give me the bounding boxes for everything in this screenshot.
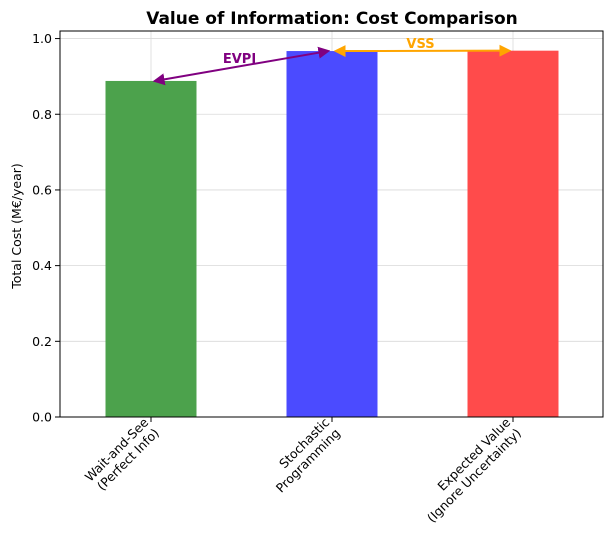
- x-tick-label: (Ignore Uncertainty): [424, 425, 524, 525]
- y-axis-label: Total Cost (M€/year): [9, 163, 24, 290]
- y-tick-label: 1.0: [32, 31, 52, 46]
- vss-label: VSS: [406, 37, 434, 52]
- bars: [105, 50, 559, 418]
- y-tick-label: 0.8: [32, 107, 52, 122]
- y-tick-label: 0.4: [32, 258, 52, 273]
- x-tick-label-group: Wait-and-See(Perfect Info): [82, 415, 162, 494]
- bar-3: [467, 50, 559, 417]
- evpi-label: EVPI: [223, 52, 256, 67]
- bar-1: [105, 80, 197, 417]
- y-tick-label: 0.6: [32, 182, 52, 197]
- y-tick-label: 0.0: [32, 410, 52, 425]
- evpi-arrow: [152, 46, 331, 86]
- x-axis-ticks: Wait-and-See(Perfect Info) StochasticProg…: [82, 415, 524, 526]
- chart-title: Value of Information: Cost Comparison: [146, 9, 518, 29]
- x-tick-label-group: Expected Value(Ignore Uncertainty): [424, 415, 524, 526]
- y-tick-label: 0.2: [32, 334, 52, 349]
- y-axis-ticks: 0.0 0.2 0.4 0.6 0.8 1.0: [32, 31, 60, 425]
- annotations: EVPI VSS: [152, 37, 512, 86]
- bar-2: [286, 51, 378, 418]
